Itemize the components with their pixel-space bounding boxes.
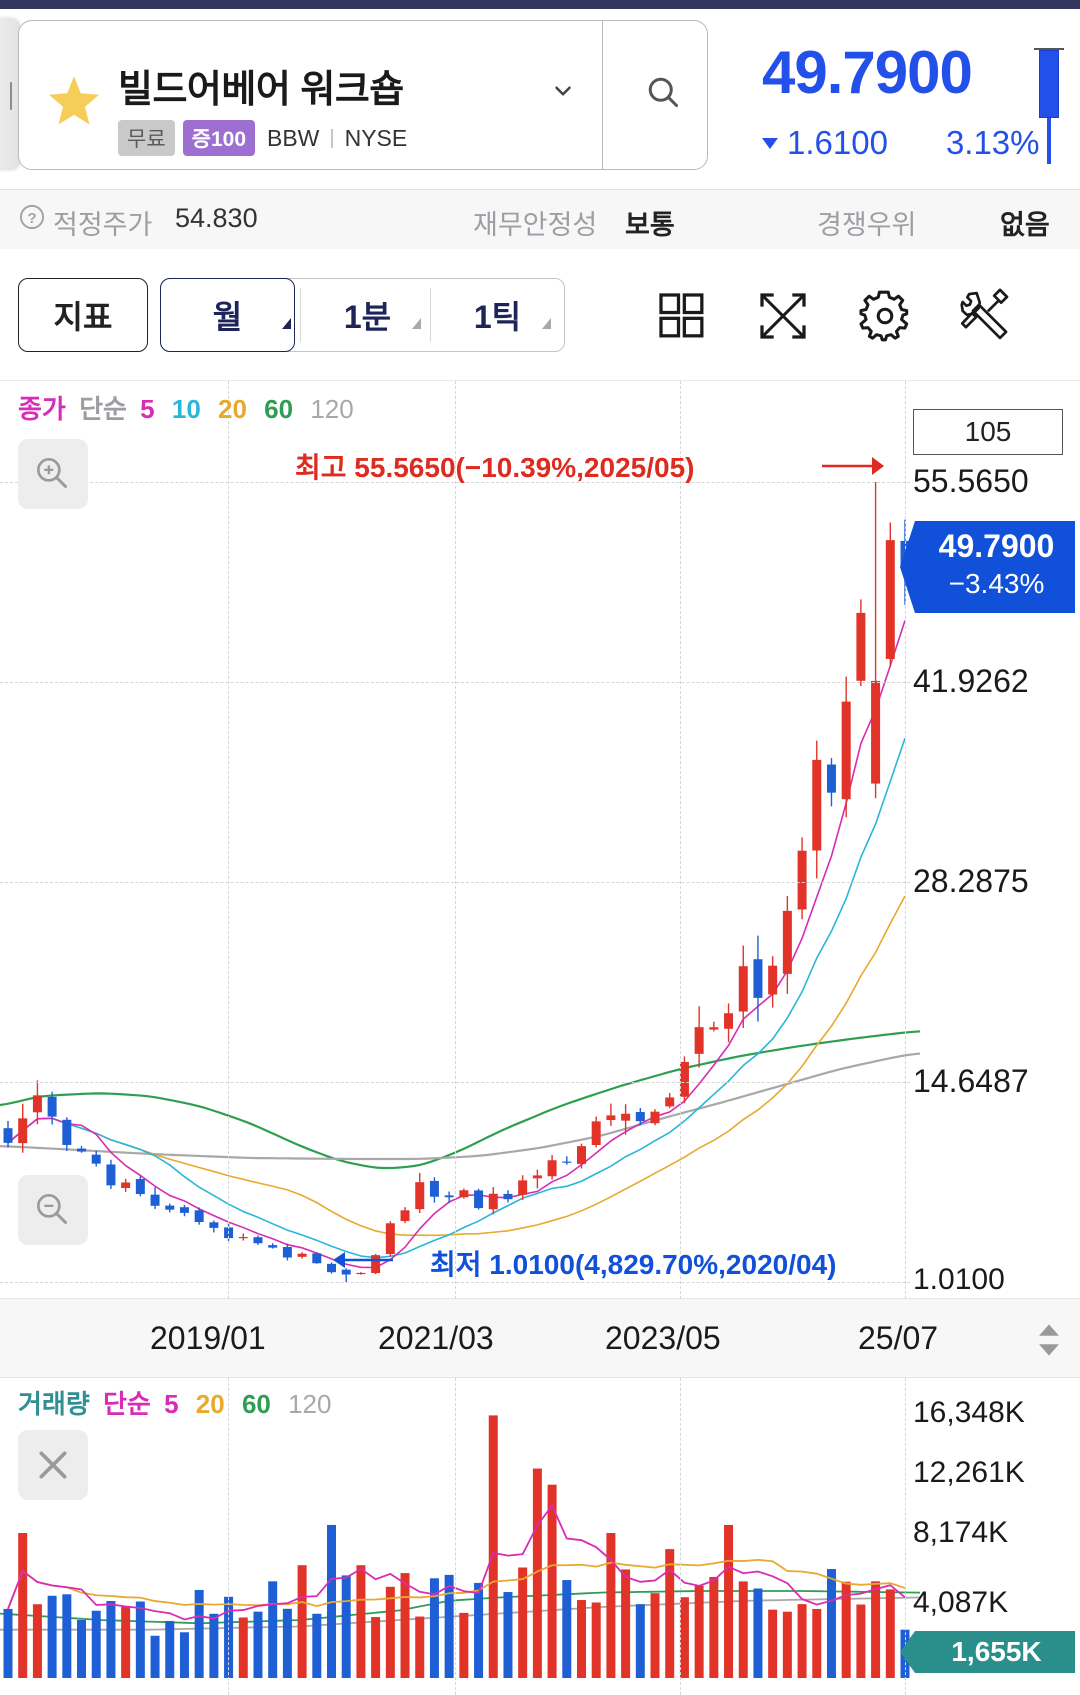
svg-text:?: ?: [27, 210, 36, 227]
